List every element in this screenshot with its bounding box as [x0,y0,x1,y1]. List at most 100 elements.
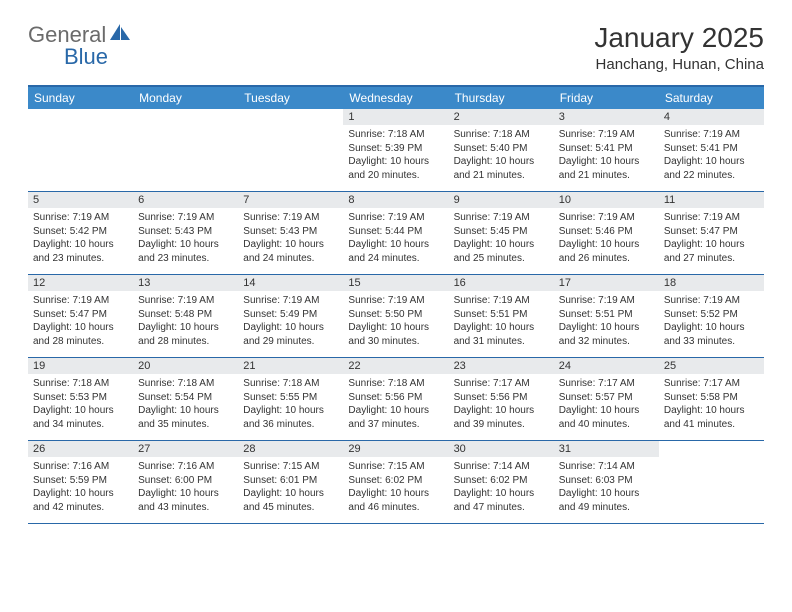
sunrise-text: Sunrise: 7:19 AM [348,294,443,308]
day-number: 26 [28,441,133,457]
title-block: January 2025 Hanchang, Hunan, China [594,22,764,73]
day-cell: 7Sunrise: 7:19 AMSunset: 5:43 PMDaylight… [238,192,343,274]
day-number: 13 [133,275,238,291]
day-body: Sunrise: 7:14 AMSunset: 6:03 PMDaylight:… [554,457,659,519]
daylight-text: Daylight: 10 hours and 24 minutes. [243,238,338,265]
day-cell: 27Sunrise: 7:16 AMSunset: 6:00 PMDayligh… [133,441,238,523]
day-number: 10 [554,192,659,208]
day-cell: 12Sunrise: 7:19 AMSunset: 5:47 PMDayligh… [28,275,133,357]
week-row: 5Sunrise: 7:19 AMSunset: 5:42 PMDaylight… [28,192,764,275]
sunset-text: Sunset: 6:01 PM [243,474,338,488]
day-cell: 21Sunrise: 7:18 AMSunset: 5:55 PMDayligh… [238,358,343,440]
daylight-text: Daylight: 10 hours and 20 minutes. [348,155,443,182]
day-cell: 3Sunrise: 7:19 AMSunset: 5:41 PMDaylight… [554,109,659,191]
day-number: 28 [238,441,343,457]
day-cell: 6Sunrise: 7:19 AMSunset: 5:43 PMDaylight… [133,192,238,274]
sunrise-text: Sunrise: 7:18 AM [138,377,233,391]
daylight-text: Daylight: 10 hours and 21 minutes. [454,155,549,182]
day-body: Sunrise: 7:19 AMSunset: 5:51 PMDaylight:… [554,291,659,353]
day-body: Sunrise: 7:17 AMSunset: 5:57 PMDaylight:… [554,374,659,436]
daylight-text: Daylight: 10 hours and 25 minutes. [454,238,549,265]
page-header: General January 2025 Hanchang, Hunan, Ch… [28,22,764,73]
sunset-text: Sunset: 5:47 PM [664,225,759,239]
sunset-text: Sunset: 5:43 PM [243,225,338,239]
day-body: Sunrise: 7:19 AMSunset: 5:42 PMDaylight:… [28,208,133,270]
logo-sail-icon [110,24,132,47]
daylight-text: Daylight: 10 hours and 29 minutes. [243,321,338,348]
day-number: 12 [28,275,133,291]
day-body: Sunrise: 7:19 AMSunset: 5:48 PMDaylight:… [133,291,238,353]
day-cell: 29Sunrise: 7:15 AMSunset: 6:02 PMDayligh… [343,441,448,523]
sunset-text: Sunset: 5:46 PM [559,225,654,239]
sunset-text: Sunset: 5:49 PM [243,308,338,322]
daylight-text: Daylight: 10 hours and 39 minutes. [454,404,549,431]
sunset-text: Sunset: 6:02 PM [454,474,549,488]
sunrise-text: Sunrise: 7:19 AM [559,294,654,308]
sunrise-text: Sunrise: 7:18 AM [348,128,443,142]
sunset-text: Sunset: 5:39 PM [348,142,443,156]
daylight-text: Daylight: 10 hours and 42 minutes. [33,487,128,514]
daylight-text: Daylight: 10 hours and 43 minutes. [138,487,233,514]
day-cell [238,109,343,191]
daylight-text: Daylight: 10 hours and 35 minutes. [138,404,233,431]
sunrise-text: Sunrise: 7:17 AM [664,377,759,391]
day-body: Sunrise: 7:19 AMSunset: 5:51 PMDaylight:… [449,291,554,353]
sunset-text: Sunset: 5:42 PM [33,225,128,239]
sunset-text: Sunset: 5:51 PM [454,308,549,322]
sunset-text: Sunset: 5:57 PM [559,391,654,405]
daylight-text: Daylight: 10 hours and 26 minutes. [559,238,654,265]
calendar-grid: SundayMondayTuesdayWednesdayThursdayFrid… [28,85,764,524]
day-number: 27 [133,441,238,457]
day-number [238,109,343,113]
sunset-text: Sunset: 5:45 PM [454,225,549,239]
daylight-text: Daylight: 10 hours and 37 minutes. [348,404,443,431]
daylight-text: Daylight: 10 hours and 33 minutes. [664,321,759,348]
day-number: 14 [238,275,343,291]
day-cell: 19Sunrise: 7:18 AMSunset: 5:53 PMDayligh… [28,358,133,440]
daylight-text: Daylight: 10 hours and 28 minutes. [33,321,128,348]
day-header: Saturday [659,87,764,109]
sunrise-text: Sunrise: 7:19 AM [664,128,759,142]
logo-blue-text-wrap: Blue [28,44,108,70]
day-number: 23 [449,358,554,374]
day-body: Sunrise: 7:16 AMSunset: 5:59 PMDaylight:… [28,457,133,519]
sunset-text: Sunset: 5:54 PM [138,391,233,405]
daylight-text: Daylight: 10 hours and 41 minutes. [664,404,759,431]
daylight-text: Daylight: 10 hours and 32 minutes. [559,321,654,348]
day-cell: 8Sunrise: 7:19 AMSunset: 5:44 PMDaylight… [343,192,448,274]
day-body: Sunrise: 7:19 AMSunset: 5:41 PMDaylight:… [554,125,659,187]
day-header: Monday [133,87,238,109]
day-number: 8 [343,192,448,208]
day-cell [659,441,764,523]
day-number [659,441,764,445]
day-body: Sunrise: 7:15 AMSunset: 6:01 PMDaylight:… [238,457,343,519]
day-cell: 2Sunrise: 7:18 AMSunset: 5:40 PMDaylight… [449,109,554,191]
day-header: Friday [554,87,659,109]
sunrise-text: Sunrise: 7:19 AM [243,294,338,308]
sunset-text: Sunset: 5:52 PM [664,308,759,322]
day-body: Sunrise: 7:19 AMSunset: 5:49 PMDaylight:… [238,291,343,353]
day-number: 18 [659,275,764,291]
day-cell: 17Sunrise: 7:19 AMSunset: 5:51 PMDayligh… [554,275,659,357]
sunset-text: Sunset: 5:51 PM [559,308,654,322]
day-body: Sunrise: 7:17 AMSunset: 5:56 PMDaylight:… [449,374,554,436]
month-title: January 2025 [594,22,764,54]
logo-text-blue: Blue [64,44,108,69]
day-cell: 28Sunrise: 7:15 AMSunset: 6:01 PMDayligh… [238,441,343,523]
day-body: Sunrise: 7:18 AMSunset: 5:56 PMDaylight:… [343,374,448,436]
day-cell: 26Sunrise: 7:16 AMSunset: 5:59 PMDayligh… [28,441,133,523]
day-body: Sunrise: 7:18 AMSunset: 5:40 PMDaylight:… [449,125,554,187]
day-number: 24 [554,358,659,374]
day-cell [28,109,133,191]
week-row: 19Sunrise: 7:18 AMSunset: 5:53 PMDayligh… [28,358,764,441]
daylight-text: Daylight: 10 hours and 28 minutes. [138,321,233,348]
day-number: 11 [659,192,764,208]
sunrise-text: Sunrise: 7:15 AM [243,460,338,474]
day-cell: 30Sunrise: 7:14 AMSunset: 6:02 PMDayligh… [449,441,554,523]
day-body: Sunrise: 7:14 AMSunset: 6:02 PMDaylight:… [449,457,554,519]
daylight-text: Daylight: 10 hours and 45 minutes. [243,487,338,514]
location-text: Hanchang, Hunan, China [594,56,764,73]
day-number: 16 [449,275,554,291]
day-cell: 16Sunrise: 7:19 AMSunset: 5:51 PMDayligh… [449,275,554,357]
day-number: 5 [28,192,133,208]
